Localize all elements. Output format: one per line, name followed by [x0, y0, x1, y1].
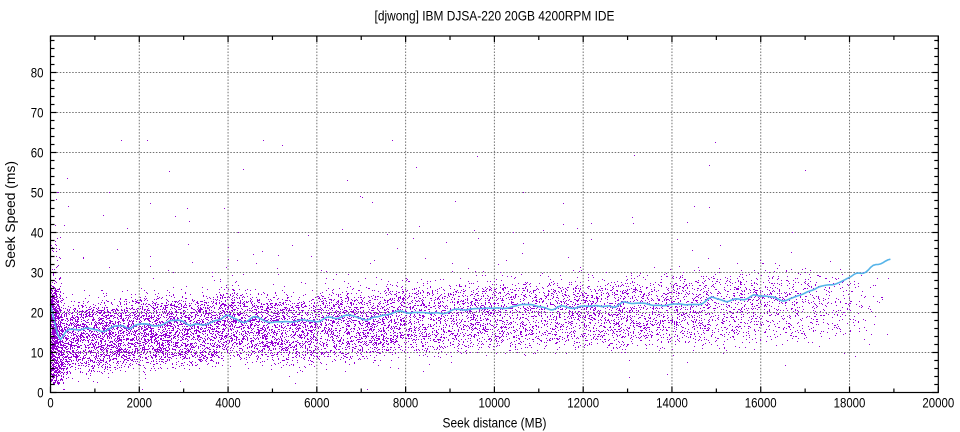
svg-text:60: 60 — [31, 145, 44, 161]
svg-text:[djwong] IBM DJSA-220 20GB 420: [djwong] IBM DJSA-220 20GB 4200RPM IDE — [375, 8, 615, 24]
svg-text:70: 70 — [31, 105, 44, 121]
svg-text:50: 50 — [31, 185, 44, 201]
svg-text:0: 0 — [47, 395, 53, 411]
svg-text:14000: 14000 — [656, 395, 688, 411]
svg-text:20000: 20000 — [922, 395, 954, 411]
svg-text:40: 40 — [31, 225, 44, 241]
svg-text:10000: 10000 — [479, 395, 511, 411]
svg-text:10: 10 — [31, 345, 44, 361]
svg-text:0: 0 — [37, 385, 43, 401]
svg-text:8000: 8000 — [393, 395, 419, 411]
svg-text:80: 80 — [31, 65, 44, 81]
svg-text:12000: 12000 — [567, 395, 599, 411]
svg-text:6000: 6000 — [304, 395, 330, 411]
svg-text:20: 20 — [31, 305, 44, 321]
svg-text:30: 30 — [31, 265, 44, 281]
svg-text:16000: 16000 — [745, 395, 777, 411]
svg-text:Seek distance (MB): Seek distance (MB) — [443, 415, 547, 431]
svg-text:2000: 2000 — [127, 395, 153, 411]
svg-text:Seek Speed (ms): Seek Speed (ms) — [2, 161, 18, 268]
svg-text:18000: 18000 — [834, 395, 866, 411]
svg-text:4000: 4000 — [215, 395, 241, 411]
